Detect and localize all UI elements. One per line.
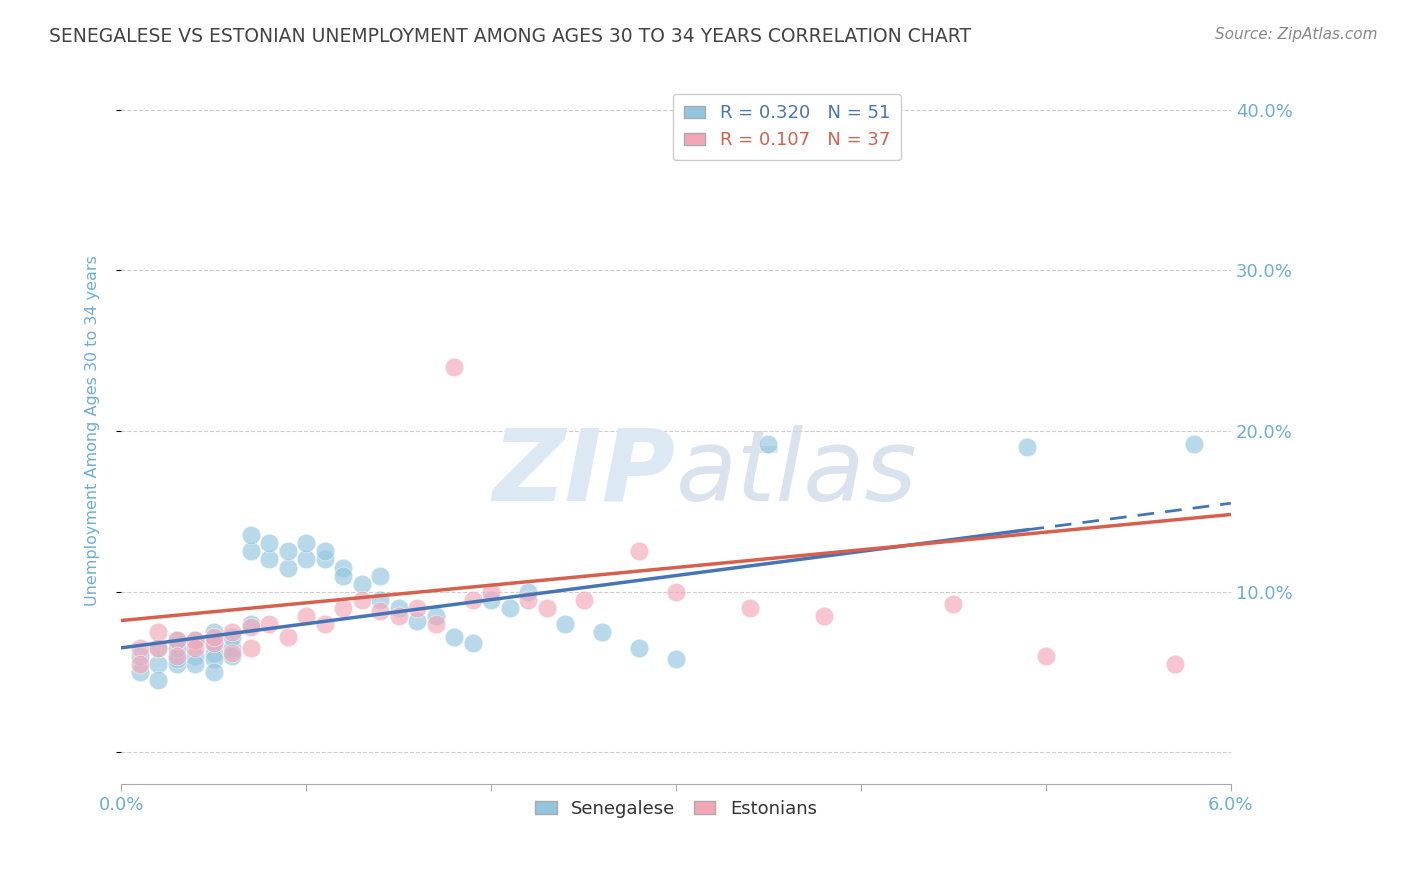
Point [738, 600, 761, 615]
Point [332, 560, 354, 574]
Point [184, 632, 207, 647]
Point [498, 600, 520, 615]
Point [277, 560, 299, 574]
Point [350, 576, 373, 591]
Point [1182, 437, 1205, 451]
Point [1035, 648, 1057, 663]
Point [314, 616, 336, 631]
Point [128, 648, 150, 663]
Point [184, 657, 207, 671]
Point [239, 640, 262, 655]
Point [277, 630, 299, 644]
Point [406, 614, 429, 628]
Point [128, 657, 150, 671]
Point [202, 636, 225, 650]
Point [479, 584, 502, 599]
Point [239, 544, 262, 558]
Point [166, 648, 188, 663]
Point [166, 652, 188, 666]
Point [517, 584, 540, 599]
Point [591, 624, 613, 639]
Text: Source: ZipAtlas.com: Source: ZipAtlas.com [1215, 27, 1378, 42]
Point [257, 552, 280, 566]
Point [350, 592, 373, 607]
Point [665, 584, 688, 599]
Point [146, 640, 169, 655]
Point [387, 608, 409, 623]
Point [368, 568, 391, 582]
Point [627, 544, 650, 558]
Point [295, 536, 318, 550]
Point [406, 600, 429, 615]
Point [554, 616, 576, 631]
Point [146, 624, 169, 639]
Point [257, 616, 280, 631]
Point [461, 636, 484, 650]
Point [221, 630, 243, 644]
Point [166, 632, 188, 647]
Point [572, 592, 595, 607]
Point [758, 437, 780, 451]
Text: atlas: atlas [676, 425, 918, 522]
Point [128, 640, 150, 655]
Point [239, 620, 262, 634]
Point [166, 632, 188, 647]
Point [461, 592, 484, 607]
Point [202, 665, 225, 679]
Y-axis label: Unemployment Among Ages 30 to 34 years: Unemployment Among Ages 30 to 34 years [86, 255, 100, 607]
Point [221, 624, 243, 639]
Point [202, 624, 225, 639]
Point [146, 673, 169, 687]
Point [239, 528, 262, 542]
Point [221, 640, 243, 655]
Text: ZIP: ZIP [494, 425, 676, 522]
Point [221, 646, 243, 660]
Point [128, 665, 150, 679]
Point [536, 600, 558, 615]
Point [443, 630, 465, 644]
Point [184, 632, 207, 647]
Point [184, 640, 207, 655]
Point [239, 616, 262, 631]
Point [295, 552, 318, 566]
Text: SENEGALESE VS ESTONIAN UNEMPLOYMENT AMONG AGES 30 TO 34 YEARS CORRELATION CHART: SENEGALESE VS ESTONIAN UNEMPLOYMENT AMON… [49, 27, 972, 45]
Point [517, 592, 540, 607]
Point [665, 652, 688, 666]
Point [146, 640, 169, 655]
Point [166, 657, 188, 671]
Point [202, 652, 225, 666]
Point [221, 648, 243, 663]
Point [314, 552, 336, 566]
Point [1164, 657, 1187, 671]
Point [479, 592, 502, 607]
Point [425, 608, 447, 623]
Point [332, 568, 354, 582]
Point [813, 608, 835, 623]
Point [184, 648, 207, 663]
Point [368, 592, 391, 607]
Point [257, 536, 280, 550]
Point [295, 608, 318, 623]
Point [314, 544, 336, 558]
Point [627, 640, 650, 655]
Point [277, 544, 299, 558]
Point [146, 657, 169, 671]
Point [942, 598, 965, 612]
Point [387, 600, 409, 615]
Point [166, 640, 188, 655]
Legend: Senegalese, Estonians: Senegalese, Estonians [529, 792, 824, 825]
Point [368, 604, 391, 618]
Point [332, 600, 354, 615]
Point [202, 630, 225, 644]
Point [425, 616, 447, 631]
Point [1017, 440, 1039, 454]
Point [443, 359, 465, 374]
Point [202, 646, 225, 660]
Point [202, 636, 225, 650]
